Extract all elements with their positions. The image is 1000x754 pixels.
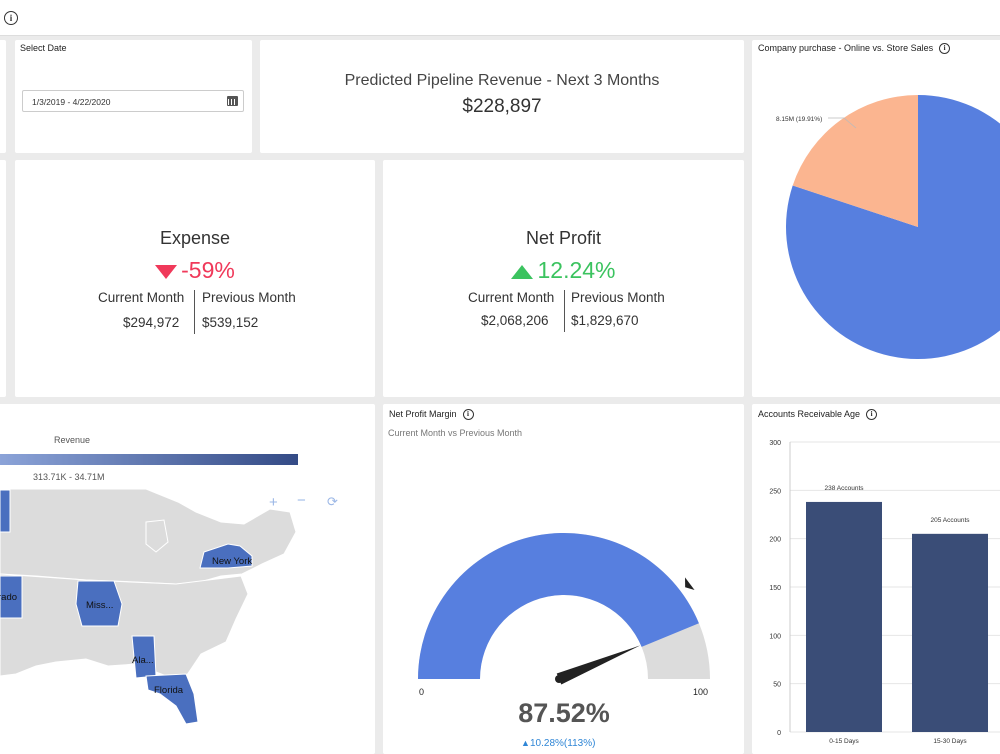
- net-profit-change: 12.24%: [383, 257, 744, 284]
- ar-age-bar-chart: 0 50 100 150 200 250 300 238 Accounts 0-15 Days 2…: [769, 440, 1000, 745]
- pie-title: Company purchase - Online vs. Store Sale…: [758, 43, 934, 53]
- gauge-change-arrow-icon: ▲: [521, 738, 530, 748]
- expense-current-label: Current Month: [98, 290, 185, 305]
- gauge-chart: 0 100 87.52% ▲ 10.28%(113%): [418, 533, 710, 749]
- map-label-colorado: rado: [0, 592, 17, 603]
- date-range-value: 1/3/2019 - 4/22/2020: [32, 97, 111, 107]
- map-label-missouri: Miss...: [86, 600, 113, 611]
- map-state-missouri[interactable]: [75, 580, 123, 627]
- pie-chart: 8.15M (19.91%): [776, 95, 1000, 359]
- top-toolbar: i: [0, 0, 1000, 36]
- x-tick-label: 0-15 Days: [829, 738, 859, 745]
- y-tick-label: 50: [773, 682, 781, 689]
- expense-change-value: -59%: [181, 257, 235, 283]
- info-icon[interactable]: i: [4, 11, 18, 25]
- zoom-in-icon[interactable]: +: [269, 494, 278, 511]
- map-label-new-york: New York: [212, 556, 252, 567]
- net-profit-current-value: $2,068,206: [481, 313, 549, 328]
- gauge-fill: [418, 533, 699, 679]
- expense-card: Expense -59% Current Month Previous Mont…: [15, 160, 375, 397]
- arrow-up-icon: [511, 264, 534, 279]
- bar[interactable]: [912, 533, 988, 732]
- gauge-subtitle: Current Month vs Previous Month: [388, 428, 523, 438]
- map-state-west[interactable]: [0, 489, 11, 533]
- pie-leader-line: [828, 117, 857, 129]
- calendar-icon[interactable]: [227, 96, 238, 106]
- bar-data-label: 205 Accounts: [930, 517, 970, 524]
- ar-age-card: Accounts Receivable Age i 0 50 100 150 200 250…: [752, 404, 1000, 754]
- left-partial-card-mid: [0, 160, 6, 397]
- info-icon[interactable]: i: [939, 43, 951, 55]
- net-profit-divider: [564, 290, 565, 332]
- date-range-input[interactable]: 1/3/2019 - 4/22/2020: [22, 90, 244, 112]
- expense-change: -59%: [15, 257, 375, 284]
- bar[interactable]: [806, 501, 882, 732]
- expense-current-value: $294,972: [123, 315, 180, 330]
- pipeline-value: $228,897: [462, 96, 542, 117]
- map-state-colorado[interactable]: [0, 575, 23, 619]
- ar-age-title: Accounts Receivable Age: [758, 409, 861, 419]
- pie-title-row: Company purchase - Online vs. Store Sale…: [758, 43, 951, 55]
- info-icon[interactable]: i: [462, 409, 474, 421]
- net-profit-comparison: Current Month Previous Month $2,068,206 …: [383, 290, 744, 335]
- y-tick-label: 0: [777, 730, 781, 737]
- y-tick-label: 200: [769, 537, 781, 544]
- y-tick-label: 100: [769, 633, 781, 640]
- map-label-alabama: Ala...: [132, 655, 154, 666]
- pie-slice-store[interactable]: [792, 95, 918, 227]
- gauge-card: Net Profit Margin i Current Month vs Prev…: [383, 404, 744, 754]
- expense-previous-value: $539,152: [202, 315, 259, 330]
- pipeline-card: Predicted Pipeline Revenue - Next 3 Mont…: [260, 40, 744, 153]
- net-profit-title: Net Profit: [525, 228, 602, 248]
- y-tick-label: 150: [769, 585, 781, 592]
- map-legend-title: Revenue: [54, 435, 91, 445]
- date-filter-card: Select Date: [15, 40, 252, 153]
- pie-chart-card: Company purchase - Online vs. Store Sale…: [752, 40, 1000, 397]
- pie-slice-label: 8.15M (19.91%): [776, 116, 822, 123]
- x-tick-label: 15-30 Days: [933, 738, 967, 745]
- expense-previous-label: Previous Month: [202, 290, 296, 305]
- map-card: Revenue 313.71K - 34.71M + − ⟳ New York …: [0, 404, 375, 754]
- arrow-down-icon: [155, 264, 178, 279]
- gauge-needle: [556, 645, 641, 685]
- map-legend-gradient: [0, 454, 298, 465]
- gauge-change: 10.28%(113%): [530, 738, 595, 749]
- expense-comparison: Current Month Previous Month $294,972 $5…: [15, 290, 375, 335]
- gauge-max-label: 100: [693, 687, 708, 697]
- left-partial-card-top: [0, 40, 6, 153]
- y-tick-label: 300: [769, 440, 781, 447]
- info-icon[interactable]: i: [866, 409, 878, 421]
- gauge-min-label: 0: [419, 687, 424, 697]
- expense-divider: [194, 290, 195, 334]
- gauge-title: Net Profit Margin: [389, 409, 457, 419]
- gauge-previous-marker: [685, 577, 695, 590]
- pie-slice-online[interactable]: [786, 95, 1000, 359]
- bar-data-label: 238 Accounts: [824, 485, 864, 492]
- map-region-south[interactable]: [0, 573, 249, 683]
- map-label-florida: Florida: [154, 685, 184, 696]
- us-map: New York rado Miss... Ala... Florida: [0, 488, 297, 725]
- y-tick-label: 250: [769, 488, 781, 495]
- map-legend-range: 313.71K - 34.71M: [33, 472, 105, 482]
- net-profit-current-label: Current Month: [468, 290, 555, 305]
- net-profit-previous-label: Previous Month: [571, 290, 665, 305]
- pipeline-title: Predicted Pipeline Revenue - Next 3 Mont…: [344, 72, 660, 89]
- expense-title: Expense: [159, 228, 231, 248]
- map-region-michigan[interactable]: [145, 519, 169, 553]
- gauge-needle-pivot: [555, 675, 563, 683]
- ar-age-title-row: Accounts Receivable Age i: [758, 409, 878, 421]
- net-profit-card: Net Profit 12.24% Current Month Previous…: [383, 160, 744, 397]
- net-profit-previous-value: $1,829,670: [571, 313, 639, 328]
- reset-map-icon[interactable]: ⟳: [327, 494, 338, 509]
- map-state-florida[interactable]: [145, 673, 199, 725]
- date-label: Select Date: [20, 43, 67, 53]
- map-state-new-york[interactable]: [199, 543, 253, 569]
- gauge-value: 87.52%: [518, 698, 610, 728]
- zoom-out-icon[interactable]: −: [297, 492, 306, 509]
- gauge-title-row: Net Profit Margin i: [389, 409, 474, 421]
- net-profit-change-value: 12.24%: [537, 257, 616, 283]
